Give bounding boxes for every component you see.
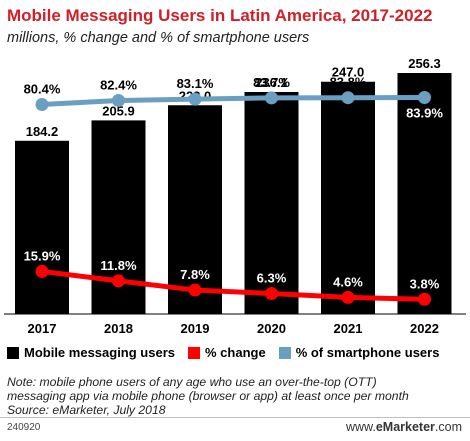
bar-2020 — [244, 91, 299, 315]
smartphone-point-2022 — [418, 91, 431, 104]
legend-item-smartphone: % of smartphone users — [278, 345, 440, 360]
bar-label-2018: 205.9 — [102, 103, 135, 118]
bar-label-2022: 256.3 — [408, 56, 441, 71]
legend-label-smartphone: % of smartphone users — [295, 345, 440, 360]
x-tick-label-2022: 2022 — [410, 321, 439, 336]
change-point-2022 — [418, 292, 431, 306]
smartphone-point-2020 — [265, 91, 278, 105]
x-tick-label-2020: 2020 — [257, 321, 286, 336]
note-line-1: Note: mobile phone users of any age who … — [7, 375, 377, 389]
change-point-2020 — [265, 287, 278, 301]
brand-name: eMarketer — [375, 420, 435, 434]
bar-label-2020: 236.1 — [255, 75, 288, 90]
bar-label-2021: 247.0 — [332, 65, 365, 80]
smartphone-label-2017: 80.4% — [24, 82, 61, 97]
change-label-2021: 4.6% — [333, 274, 363, 289]
chart-area: 184.2205.9222.0236.1247.0256.32017201820… — [4, 56, 466, 336]
smartphone-point-2018 — [112, 94, 125, 107]
footnote: Note: mobile phone users of any age who … — [7, 375, 409, 417]
change-label-2020: 6.3% — [257, 271, 287, 286]
note-line-2: messaging app via mobile phone (browser … — [7, 389, 409, 403]
legend-label-change: % change — [205, 345, 266, 360]
smartphone-label-2020: 83.7% — [253, 75, 290, 90]
change-label-2022: 3.8% — [410, 276, 440, 291]
chart-id: 240920 — [7, 422, 41, 433]
brand-link[interactable]: www.eMarketer.com — [346, 420, 462, 434]
x-tick-label-2018: 2018 — [104, 321, 133, 336]
x-tick-label-2019: 2019 — [181, 321, 210, 336]
brand-prefix: www. — [345, 420, 376, 434]
smartphone-line — [39, 95, 427, 107]
chart-subtitle: millions, % change and % of smartphone u… — [7, 30, 310, 46]
change-line — [39, 268, 427, 302]
footer-divider — [0, 417, 470, 418]
bar-2022 — [397, 73, 452, 314]
change-label-2017: 15.9% — [24, 248, 61, 263]
legend-swatch-change — [188, 346, 200, 359]
change-point-2018 — [112, 274, 125, 288]
legend-item-change: % change — [188, 345, 266, 360]
smartphone-label-2021: 83.8% — [330, 75, 367, 90]
bar-2017 — [15, 140, 69, 314]
source-line: Source: eMarketer, July 2018 — [7, 403, 166, 417]
change-point-2017 — [35, 264, 49, 278]
legend: Mobile messaging users % change % of sma… — [7, 345, 452, 360]
chart-title: Mobile Messaging Users in Latin America,… — [7, 6, 433, 25]
change-point-2021 — [341, 290, 355, 304]
bar-2019 — [168, 105, 222, 314]
smartphone-point-2017 — [35, 98, 49, 111]
bar-label-2017: 184.2 — [26, 124, 59, 139]
legend-item-users: Mobile messaging users — [7, 345, 175, 360]
brand-suffix: .com — [434, 420, 462, 434]
legend-label-users: Mobile messaging users — [24, 345, 175, 360]
smartphone-label-2018: 82.4% — [100, 78, 137, 93]
smartphone-point-2021 — [341, 91, 355, 105]
x-tick-label-2021: 2021 — [334, 321, 363, 336]
x-tick-label-2017: 2017 — [28, 321, 57, 336]
smartphone-label-2019: 83.1% — [177, 76, 214, 91]
legend-swatch-users — [7, 346, 19, 359]
change-label-2018: 11.8% — [100, 258, 137, 273]
change-label-2019: 7.8% — [180, 267, 210, 282]
legend-swatch-smartphone — [278, 346, 291, 359]
smartphone-label-2022: 83.9% — [406, 106, 443, 121]
bar-2021 — [321, 81, 375, 314]
change-point-2019 — [188, 283, 202, 297]
smartphone-point-2019 — [188, 92, 202, 106]
